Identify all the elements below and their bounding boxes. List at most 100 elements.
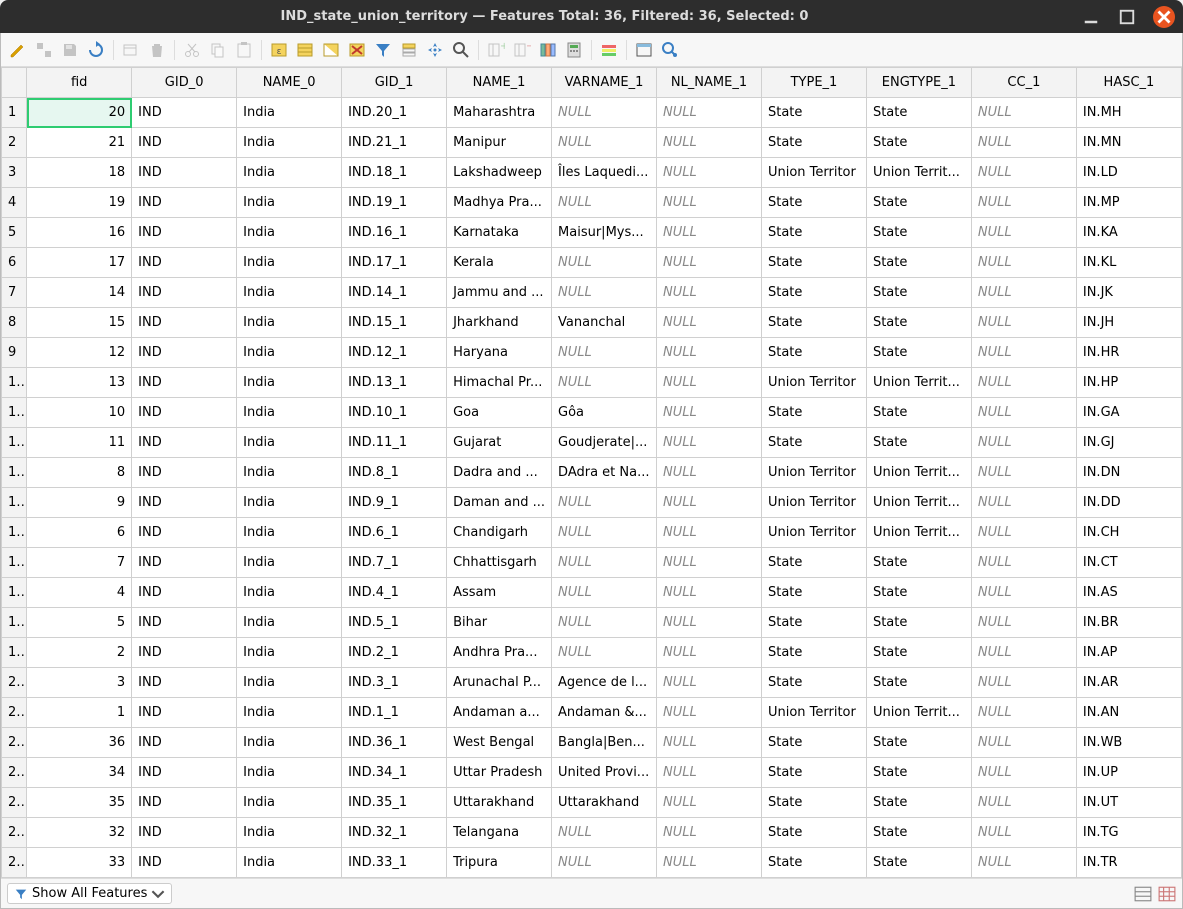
cell-gid1[interactable]: IND.3_1 [342, 668, 447, 698]
cell-gid0[interactable]: IND [132, 278, 237, 308]
table-row[interactable]: 2435INDIndiaIND.35_1UttarakhandUttarakha… [2, 788, 1182, 818]
cell-name1[interactable]: Andhra Pra... [447, 638, 552, 668]
cell-gid0[interactable]: IND [132, 218, 237, 248]
cell-name1[interactable]: Arunachal P... [447, 668, 552, 698]
cell-name0[interactable]: India [237, 458, 342, 488]
cell-type1[interactable]: State [761, 548, 866, 578]
column-header[interactable]: TYPE_1 [761, 68, 866, 98]
cell-gid1[interactable]: IND.8_1 [342, 458, 447, 488]
cell-type1[interactable]: State [761, 578, 866, 608]
cell-name0[interactable]: India [237, 128, 342, 158]
table-row[interactable]: 149INDIndiaIND.9_1Daman and ...NULLNULLU… [2, 488, 1182, 518]
cell-cc1[interactable]: NULL [971, 548, 1076, 578]
cell-engtype1[interactable]: State [866, 788, 971, 818]
move-selection-top-icon[interactable] [398, 39, 420, 61]
cell-type1[interactable]: State [761, 218, 866, 248]
cell-gid1[interactable]: IND.34_1 [342, 758, 447, 788]
row-header[interactable]: 24 [2, 788, 27, 818]
cell-hasc1[interactable]: IN.BR [1076, 608, 1181, 638]
row-header[interactable]: 9 [2, 338, 27, 368]
select-by-expression-icon[interactable]: ε [268, 39, 290, 61]
cell-name0[interactable]: India [237, 848, 342, 878]
cell-hasc1[interactable]: IN.TR [1076, 848, 1181, 878]
row-header[interactable]: 5 [2, 218, 27, 248]
cell-engtype1[interactable]: Union Territ... [866, 158, 971, 188]
cell-hasc1[interactable]: IN.LD [1076, 158, 1181, 188]
cell-gid0[interactable]: IND [132, 758, 237, 788]
cell-fid[interactable]: 17 [27, 248, 132, 278]
cell-engtype1[interactable]: State [866, 338, 971, 368]
column-header[interactable]: CC_1 [971, 68, 1076, 98]
paste-icon[interactable] [233, 39, 255, 61]
cell-cc1[interactable]: NULL [971, 158, 1076, 188]
cell-name0[interactable]: India [237, 788, 342, 818]
cell-name0[interactable]: India [237, 668, 342, 698]
cell-type1[interactable]: Union Territor [761, 698, 866, 728]
cell-varname1[interactable]: NULL [552, 278, 657, 308]
new-field-icon[interactable]: + [485, 39, 507, 61]
cell-nlname1[interactable]: NULL [657, 398, 762, 428]
cell-gid1[interactable]: IND.32_1 [342, 818, 447, 848]
cell-name1[interactable]: Daman and ... [447, 488, 552, 518]
cell-cc1[interactable]: NULL [971, 848, 1076, 878]
table-row[interactable]: 221INDIndiaIND.21_1ManipurNULLNULLStateS… [2, 128, 1182, 158]
cell-engtype1[interactable]: State [866, 758, 971, 788]
cell-type1[interactable]: State [761, 308, 866, 338]
cell-varname1[interactable]: NULL [552, 98, 657, 128]
cell-gid0[interactable]: IND [132, 518, 237, 548]
row-header[interactable]: 10 [2, 368, 27, 398]
cell-name1[interactable]: Dadra and ... [447, 458, 552, 488]
cell-gid0[interactable]: IND [132, 818, 237, 848]
cell-type1[interactable]: State [761, 188, 866, 218]
cell-gid0[interactable]: IND [132, 128, 237, 158]
cell-hasc1[interactable]: IN.CH [1076, 518, 1181, 548]
cell-fid[interactable]: 19 [27, 188, 132, 218]
pan-to-selected-icon[interactable] [424, 39, 446, 61]
cell-nlname1[interactable]: NULL [657, 308, 762, 338]
actions-icon[interactable] [659, 39, 681, 61]
cell-varname1[interactable]: NULL [552, 638, 657, 668]
cell-varname1[interactable]: DAdra et Na... [552, 458, 657, 488]
field-calculator-icon[interactable] [563, 39, 585, 61]
zoom-to-selected-icon[interactable] [450, 39, 472, 61]
cell-gid0[interactable]: IND [132, 608, 237, 638]
cell-type1[interactable]: Union Territor [761, 488, 866, 518]
cell-nlname1[interactable]: NULL [657, 638, 762, 668]
cell-gid0[interactable]: IND [132, 98, 237, 128]
cell-gid1[interactable]: IND.12_1 [342, 338, 447, 368]
table-row[interactable]: 2334INDIndiaIND.34_1Uttar PradeshUnited … [2, 758, 1182, 788]
table-row[interactable]: 138INDIndiaIND.8_1Dadra and ...DAdra et … [2, 458, 1182, 488]
cell-name1[interactable]: Bihar [447, 608, 552, 638]
cell-hasc1[interactable]: IN.JK [1076, 278, 1181, 308]
row-header[interactable]: 4 [2, 188, 27, 218]
table-row[interactable]: 156INDIndiaIND.6_1ChandigarhNULLNULLUnio… [2, 518, 1182, 548]
cell-nlname1[interactable]: NULL [657, 668, 762, 698]
cell-nlname1[interactable]: NULL [657, 458, 762, 488]
table-row[interactable]: 120INDIndiaIND.20_1MaharashtraNULLNULLSt… [2, 98, 1182, 128]
cell-nlname1[interactable]: NULL [657, 788, 762, 818]
table-row[interactable]: 318INDIndiaIND.18_1LakshadweepÎles Laque… [2, 158, 1182, 188]
close-button[interactable] [1153, 6, 1175, 28]
cell-name0[interactable]: India [237, 698, 342, 728]
cell-name1[interactable]: Andaman a... [447, 698, 552, 728]
table-row[interactable]: 617INDIndiaIND.17_1KeralaNULLNULLStateSt… [2, 248, 1182, 278]
cell-gid0[interactable]: IND [132, 788, 237, 818]
row-header[interactable]: 8 [2, 308, 27, 338]
row-header[interactable]: 25 [2, 818, 27, 848]
table-row[interactable]: 815INDIndiaIND.15_1JharkhandVananchalNUL… [2, 308, 1182, 338]
cell-fid[interactable]: 9 [27, 488, 132, 518]
cell-type1[interactable]: Union Territor [761, 368, 866, 398]
column-header[interactable]: GID_0 [132, 68, 237, 98]
row-header[interactable]: 6 [2, 248, 27, 278]
cell-cc1[interactable]: NULL [971, 728, 1076, 758]
cell-nlname1[interactable]: NULL [657, 428, 762, 458]
table-row[interactable]: 167INDIndiaIND.7_1ChhattisgarhNULLNULLSt… [2, 548, 1182, 578]
cell-cc1[interactable]: NULL [971, 608, 1076, 638]
cell-fid[interactable]: 12 [27, 338, 132, 368]
cell-name1[interactable]: Goa [447, 398, 552, 428]
filter-mode-dropdown[interactable]: Show All Features [7, 883, 172, 904]
cell-name0[interactable]: India [237, 368, 342, 398]
cell-varname1[interactable]: Gôa [552, 398, 657, 428]
cell-varname1[interactable]: NULL [552, 338, 657, 368]
row-header[interactable]: 14 [2, 488, 27, 518]
